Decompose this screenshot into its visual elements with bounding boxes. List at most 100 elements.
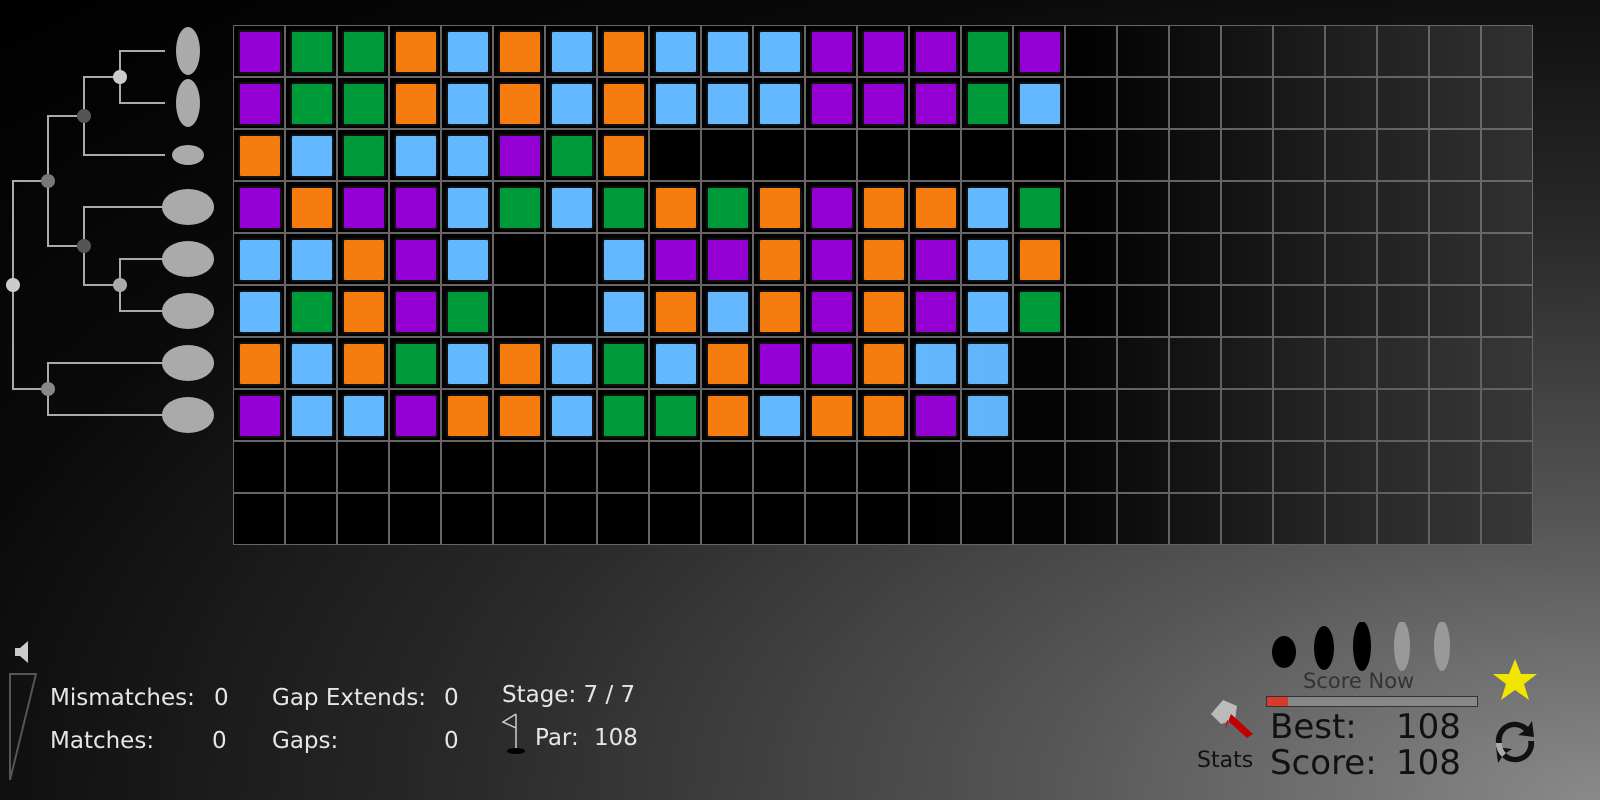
grid-cell[interactable]	[545, 25, 597, 77]
nucleotide-block[interactable]	[966, 30, 1010, 74]
nucleotide-block[interactable]	[862, 342, 906, 386]
grid-cell[interactable]	[857, 77, 909, 129]
nucleotide-block[interactable]	[394, 342, 438, 386]
grid-cell[interactable]	[337, 77, 389, 129]
nucleotide-block[interactable]	[914, 342, 958, 386]
grid-cell[interactable]	[597, 493, 649, 545]
nucleotide-block[interactable]	[394, 394, 438, 438]
grid-cell[interactable]	[545, 233, 597, 285]
nucleotide-block[interactable]	[602, 394, 646, 438]
grid-cell[interactable]	[649, 25, 701, 77]
nucleotide-block[interactable]	[810, 30, 854, 74]
grid-cell[interactable]	[1169, 493, 1221, 545]
grid-cell[interactable]	[441, 493, 493, 545]
nucleotide-block[interactable]	[238, 394, 282, 438]
grid-cell[interactable]	[909, 181, 961, 233]
nucleotide-block[interactable]	[446, 342, 490, 386]
grid-cell[interactable]	[233, 389, 285, 441]
grid-cell[interactable]	[545, 285, 597, 337]
nucleotide-block[interactable]	[498, 30, 542, 74]
grid-cell[interactable]	[1117, 441, 1169, 493]
grid-cell[interactable]	[1065, 441, 1117, 493]
nucleotide-block[interactable]	[654, 30, 698, 74]
grid-cell[interactable]	[961, 25, 1013, 77]
tree-node[interactable]	[113, 278, 127, 292]
grid-cell[interactable]	[805, 285, 857, 337]
grid-cell[interactable]	[493, 25, 545, 77]
grid-cell[interactable]	[753, 77, 805, 129]
grid-cell[interactable]	[1065, 493, 1117, 545]
grid-cell[interactable]	[285, 441, 337, 493]
grid-cell[interactable]	[1013, 233, 1065, 285]
nucleotide-block[interactable]	[654, 394, 698, 438]
grid-cell[interactable]	[1377, 493, 1429, 545]
grid-cell[interactable]	[597, 389, 649, 441]
grid-cell[interactable]	[701, 285, 753, 337]
grid-cell[interactable]	[961, 441, 1013, 493]
grid-cell[interactable]	[493, 77, 545, 129]
grid-cell[interactable]	[1221, 285, 1273, 337]
nucleotide-block[interactable]	[550, 394, 594, 438]
nucleotide-block[interactable]	[550, 30, 594, 74]
volume-slider[interactable]	[8, 672, 38, 782]
grid-cell[interactable]	[649, 285, 701, 337]
grid-cell[interactable]	[493, 233, 545, 285]
grid-cell[interactable]	[493, 493, 545, 545]
grid-cell[interactable]	[649, 493, 701, 545]
grid-cell[interactable]	[337, 389, 389, 441]
nucleotide-block[interactable]	[602, 342, 646, 386]
grid-cell[interactable]	[1273, 389, 1325, 441]
nucleotide-block[interactable]	[966, 238, 1010, 282]
grid-cell[interactable]	[1221, 441, 1273, 493]
nucleotide-block[interactable]	[1018, 290, 1062, 334]
grid-cell[interactable]	[649, 181, 701, 233]
nucleotide-block[interactable]	[550, 342, 594, 386]
nucleotide-block[interactable]	[914, 394, 958, 438]
grid-cell[interactable]	[649, 441, 701, 493]
grid-cell[interactable]	[1273, 181, 1325, 233]
grid-cell[interactable]	[1273, 233, 1325, 285]
grid-cell[interactable]	[1221, 233, 1273, 285]
grid-cell[interactable]	[233, 233, 285, 285]
grid-cell[interactable]	[1377, 129, 1429, 181]
nucleotide-block[interactable]	[342, 186, 386, 230]
grid-cell[interactable]	[1325, 129, 1377, 181]
grid-cell[interactable]	[441, 389, 493, 441]
grid-cell[interactable]	[389, 181, 441, 233]
grid-cell[interactable]	[805, 337, 857, 389]
grid-cell[interactable]	[597, 233, 649, 285]
grid-cell[interactable]	[1117, 77, 1169, 129]
nucleotide-block[interactable]	[342, 238, 386, 282]
nucleotide-block[interactable]	[706, 238, 750, 282]
nucleotide-block[interactable]	[602, 30, 646, 74]
nucleotide-block[interactable]	[758, 82, 802, 126]
nucleotide-block[interactable]	[966, 82, 1010, 126]
grid-cell[interactable]	[1221, 77, 1273, 129]
nucleotide-block[interactable]	[290, 238, 334, 282]
grid-cell[interactable]	[441, 25, 493, 77]
nucleotide-block[interactable]	[446, 134, 490, 178]
grid-cell[interactable]	[337, 441, 389, 493]
nucleotide-block[interactable]	[342, 30, 386, 74]
nucleotide-block[interactable]	[394, 82, 438, 126]
grid-cell[interactable]	[441, 337, 493, 389]
grid-cell[interactable]	[1481, 441, 1533, 493]
grid-cell[interactable]	[701, 77, 753, 129]
grid-cell[interactable]	[233, 493, 285, 545]
grid-cell[interactable]	[1221, 181, 1273, 233]
grid-cell[interactable]	[753, 493, 805, 545]
grid-cell[interactable]	[441, 233, 493, 285]
grid-cell[interactable]	[753, 337, 805, 389]
grid-cell[interactable]	[389, 493, 441, 545]
nucleotide-block[interactable]	[342, 82, 386, 126]
grid-cell[interactable]	[1325, 441, 1377, 493]
grid-cell[interactable]	[1065, 181, 1117, 233]
grid-cell[interactable]	[1481, 389, 1533, 441]
grid-cell[interactable]	[857, 493, 909, 545]
grid-cell[interactable]	[389, 337, 441, 389]
grid-cell[interactable]	[233, 181, 285, 233]
tree-node[interactable]	[113, 70, 127, 84]
grid-cell[interactable]	[805, 441, 857, 493]
grid-cell[interactable]	[805, 77, 857, 129]
nucleotide-block[interactable]	[862, 82, 906, 126]
